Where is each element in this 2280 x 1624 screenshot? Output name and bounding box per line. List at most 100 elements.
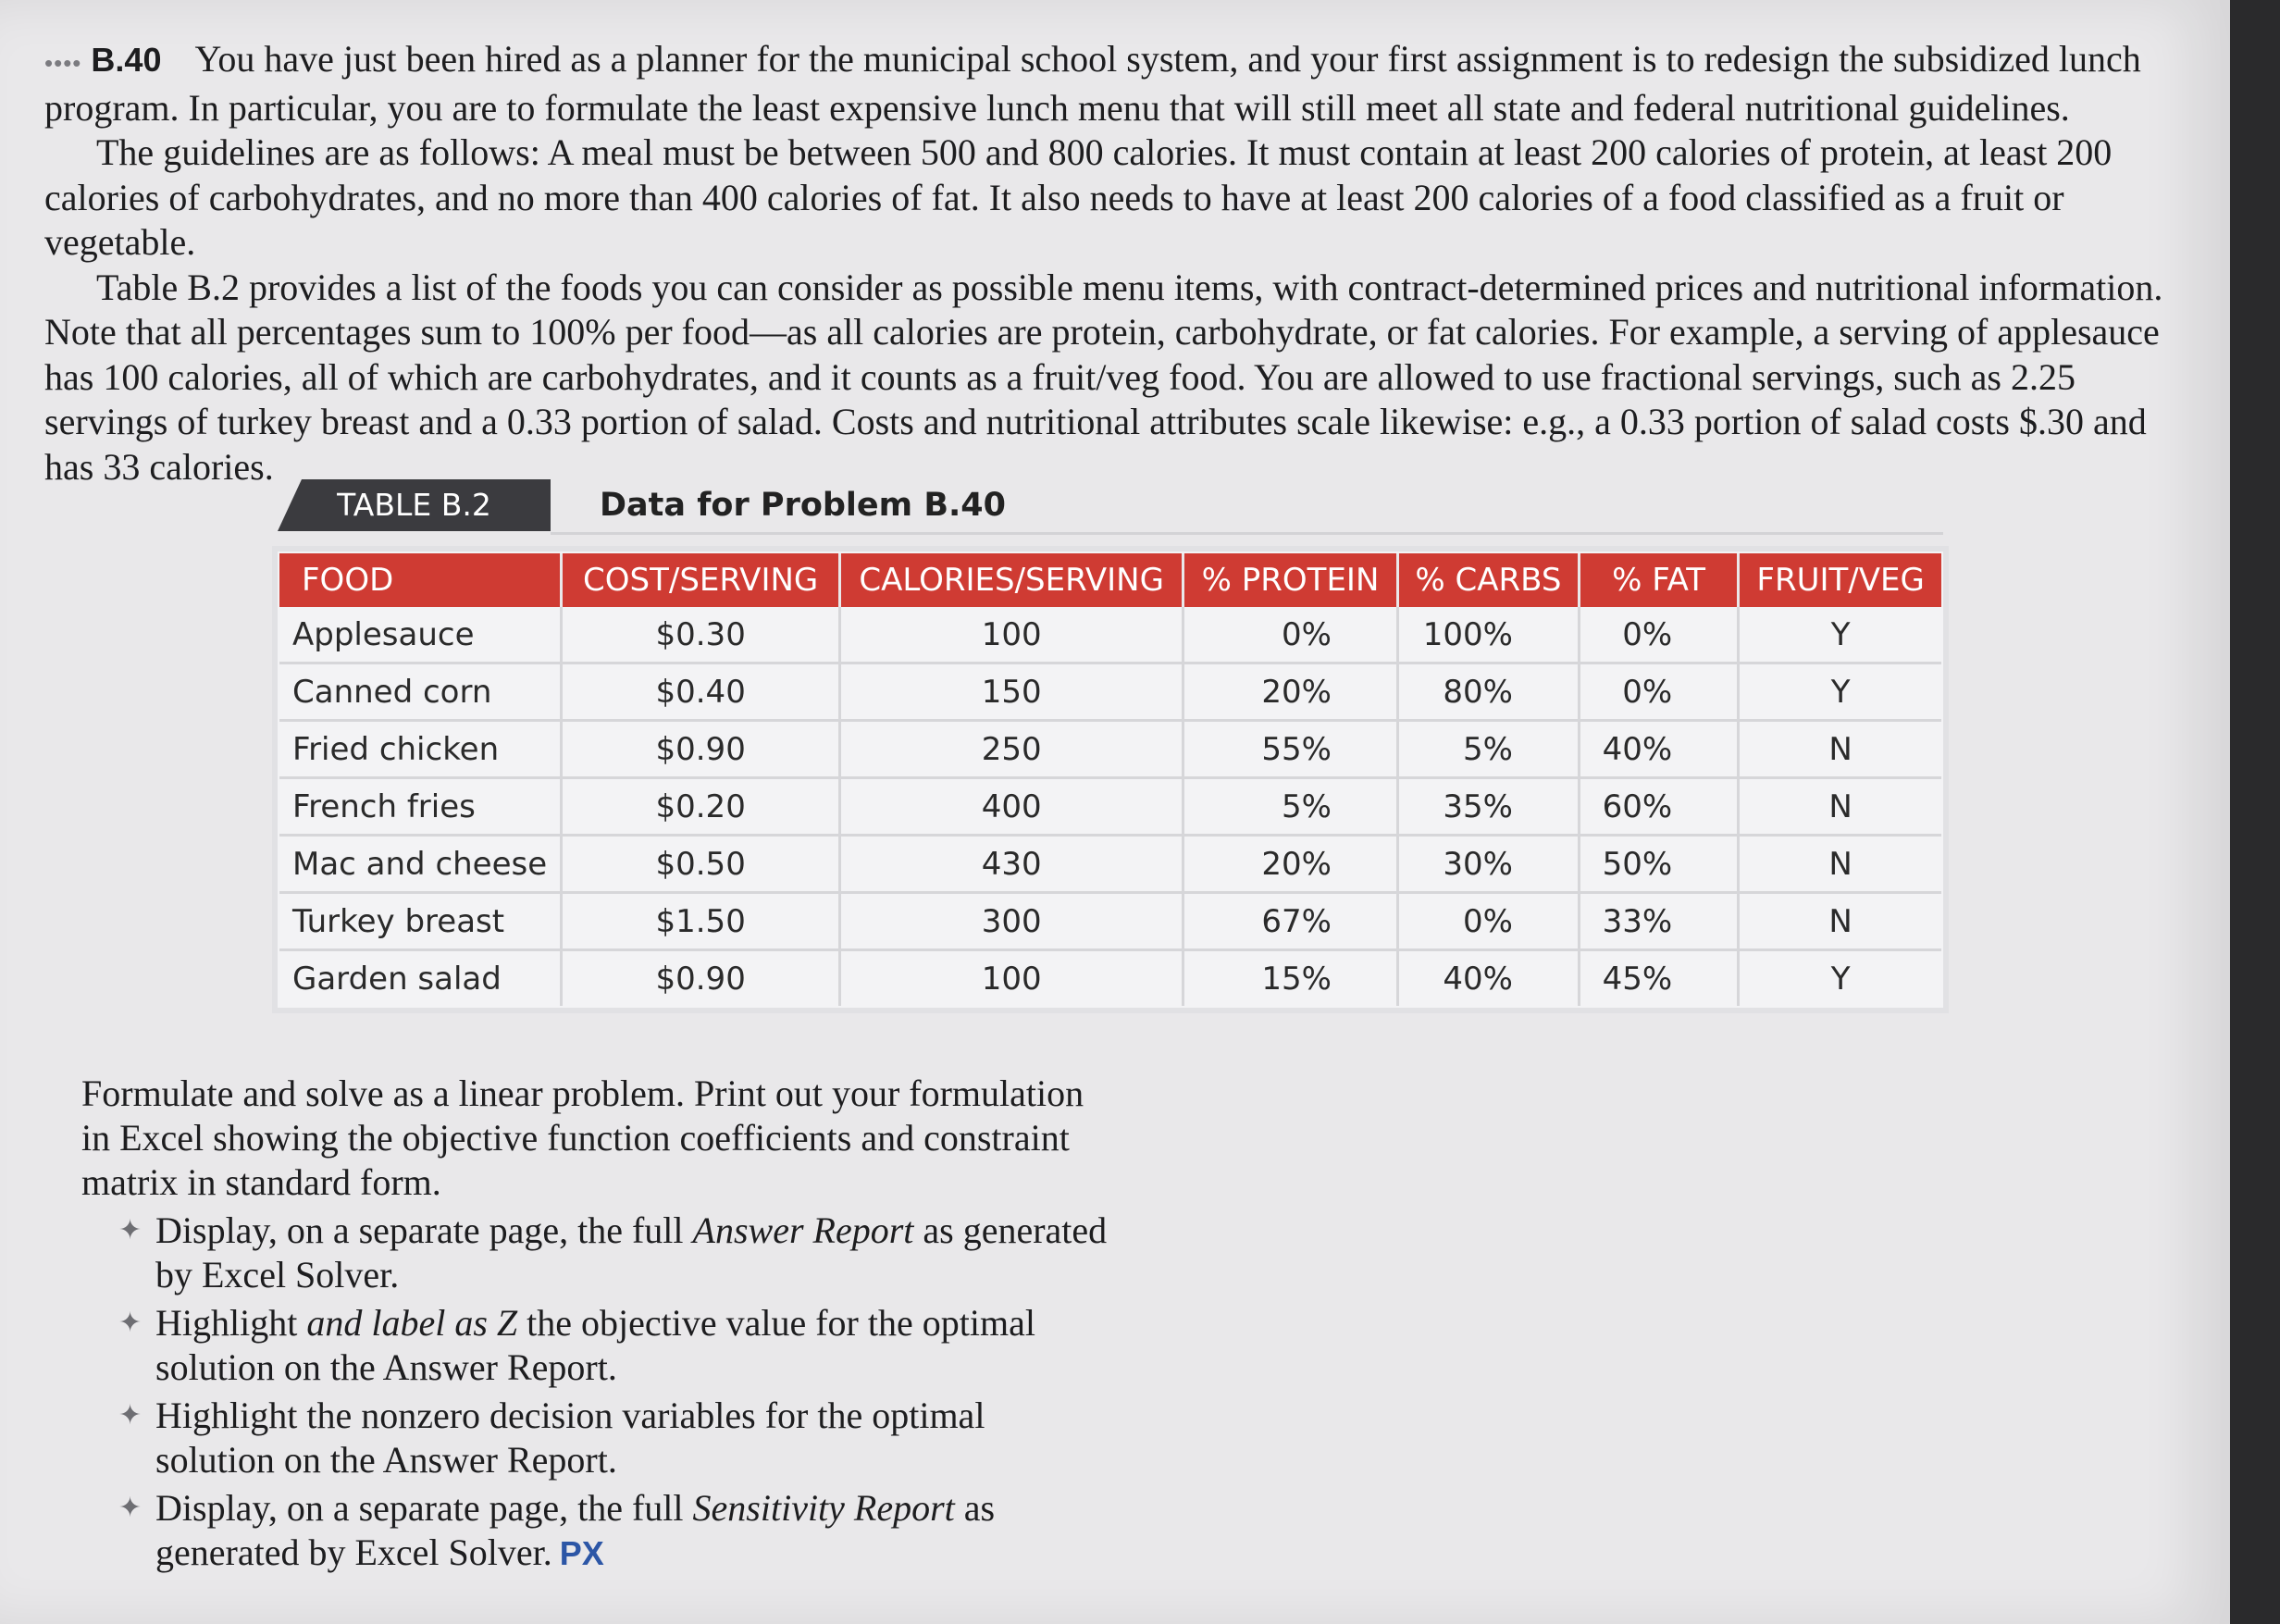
- cell-fat: 40%: [1579, 720, 1741, 779]
- cell-calories: 250: [839, 720, 1185, 779]
- problem-statement: •••• B.40 You have just been hired as a pl…: [44, 37, 2163, 490]
- bullet-text: as generated by Excel Solver.: [155, 1487, 996, 1573]
- table-row: French fries $0.20 400 5% 35% 60% N: [279, 777, 1941, 837]
- px-icon: PX: [559, 1534, 604, 1572]
- bullet-emphasis: Answer Report: [692, 1209, 914, 1251]
- problem-paragraph-1: •••• B.40 You have just been hired as a pl…: [44, 37, 2163, 130]
- cell-fruit-veg: Y: [1738, 607, 1941, 664]
- bullet-text: Display, on a separate page, the full: [155, 1209, 693, 1251]
- cell-carbs: 0%: [1397, 892, 1580, 951]
- cell-cost: $0.20: [561, 777, 842, 837]
- table-row: Canned corn $0.40 150 20% 80% 0% Y: [279, 663, 1941, 722]
- header-fat: % FAT: [1579, 553, 1741, 607]
- caption-divider: [551, 532, 1943, 535]
- header-food: FOOD: [279, 553, 564, 607]
- table-frame: FOOD COST/SERVING CALORIES/SERVING % PRO…: [278, 552, 1943, 1008]
- bullet-icon: ✦: [118, 1215, 142, 1246]
- bullet-text: Highlight the nonzero decision variables…: [155, 1395, 985, 1481]
- cell-food: French fries: [279, 777, 564, 837]
- table-caption: TABLE B.2 Data for Problem B.40: [278, 474, 1943, 535]
- cell-cost: $0.40: [561, 663, 842, 722]
- cell-fruit-veg: N: [1738, 892, 1941, 951]
- cell-cost: $0.30: [561, 607, 842, 664]
- cell-carbs: 100%: [1397, 607, 1580, 664]
- table-row: Garden salad $0.90 100 15% 40% 45% Y: [279, 949, 1941, 1006]
- cell-carbs: 5%: [1397, 720, 1580, 779]
- bullet-text: as generated by Excel Solver.: [155, 1209, 1108, 1295]
- bullet-icon: ✦: [118, 1493, 142, 1523]
- cell-fat: 0%: [1579, 607, 1741, 664]
- problem-paragraph-3: Table B.2 provides a list of the foods y…: [44, 266, 2163, 488]
- header-protein: % PROTEIN: [1183, 553, 1399, 607]
- cell-calories: 400: [839, 777, 1185, 837]
- table-row: Turkey breast $1.50 300 67% 0% 33% N: [279, 892, 1941, 951]
- bullet-emphasis: Sensitivity Report: [692, 1487, 955, 1529]
- cell-cost: $0.90: [561, 949, 842, 1006]
- cell-protein: 0%: [1183, 607, 1399, 664]
- cell-food: Turkey breast: [279, 892, 564, 951]
- cell-carbs: 40%: [1397, 949, 1580, 1006]
- list-item: ✦ Display, on a separate page, the full S…: [81, 1486, 1109, 1576]
- cell-food: Mac and cheese: [279, 835, 564, 894]
- instructions: Formulate and solve as a linear problem.…: [81, 1072, 1109, 1580]
- bullet-text: Highlight: [155, 1302, 307, 1344]
- table-header-row: FOOD COST/SERVING CALORIES/SERVING % PRO…: [279, 553, 1941, 607]
- header-carbs: % CARBS: [1397, 553, 1580, 607]
- bullet-text: Display, on a separate page, the full: [155, 1487, 693, 1529]
- header-calories: CALORIES/SERVING: [839, 553, 1185, 607]
- bullet-text: the objective value for the optimal solu…: [155, 1302, 1035, 1388]
- table-row: Mac and cheese $0.50 430 20% 30% 50% N: [279, 835, 1941, 894]
- cell-carbs: 30%: [1397, 835, 1580, 894]
- table-tag: TABLE B.2: [278, 479, 551, 531]
- list-item: ✦ Display, on a separate page, the full A…: [81, 1209, 1109, 1297]
- table-row: Fried chicken $0.90 250 55% 5% 40% N: [279, 720, 1941, 779]
- cell-fat: 0%: [1579, 663, 1741, 722]
- textbook-page: •••• B.40 You have just been hired as a pl…: [0, 0, 2230, 1624]
- bullet-icon: ✦: [118, 1308, 142, 1338]
- cell-protein: 67%: [1183, 892, 1399, 951]
- cell-fruit-veg: N: [1738, 777, 1941, 837]
- cell-fat: 45%: [1579, 949, 1741, 1006]
- cell-calories: 430: [839, 835, 1185, 894]
- cell-carbs: 80%: [1397, 663, 1580, 722]
- cell-cost: $0.50: [561, 835, 842, 894]
- cell-fat: 60%: [1579, 777, 1741, 837]
- cell-fruit-veg: N: [1738, 835, 1941, 894]
- cell-calories: 100: [839, 949, 1185, 1006]
- cell-food: Garden salad: [279, 949, 564, 1006]
- cell-calories: 300: [839, 892, 1185, 951]
- list-item: ✦ Highlight and label as Z the objective …: [81, 1301, 1109, 1390]
- cell-food: Fried chicken: [279, 720, 564, 779]
- cell-food: Applesauce: [279, 607, 564, 664]
- cell-fat: 50%: [1579, 835, 1741, 894]
- data-table-block: TABLE B.2 Data for Problem B.40 FOOD COS…: [278, 474, 1943, 1008]
- cell-fruit-veg: N: [1738, 720, 1941, 779]
- cell-protein: 20%: [1183, 835, 1399, 894]
- problem-paragraph-2: The guidelines are as follows: A meal mu…: [44, 131, 2113, 263]
- bullet-icon: ✦: [118, 1400, 142, 1431]
- cell-cost: $1.50: [561, 892, 842, 951]
- problem-text-1: You have just been hired as a planner fo…: [44, 38, 2141, 129]
- cell-fruit-veg: Y: [1738, 663, 1941, 722]
- cell-protein: 20%: [1183, 663, 1399, 722]
- food-data-table: FOOD COST/SERVING CALORIES/SERVING % PRO…: [279, 553, 1941, 1006]
- problem-number: B.40: [91, 41, 162, 79]
- cell-protein: 5%: [1183, 777, 1399, 837]
- table-title: Data for Problem B.40: [600, 487, 1007, 524]
- cell-food: Canned corn: [279, 663, 564, 722]
- cell-protein: 15%: [1183, 949, 1399, 1006]
- instructions-intro: Formulate and solve as a linear problem.…: [81, 1072, 1084, 1203]
- cell-calories: 150: [839, 663, 1185, 722]
- header-fruit-veg: FRUIT/VEG: [1738, 553, 1941, 607]
- cell-carbs: 35%: [1397, 777, 1580, 837]
- cell-fruit-veg: Y: [1830, 960, 1851, 998]
- cell-cost: $0.90: [561, 720, 842, 779]
- instructions-list: ✦ Display, on a separate page, the full A…: [81, 1209, 1109, 1576]
- bullet-emphasis: and label as Z: [306, 1302, 518, 1344]
- list-item: ✦ Highlight the nonzero decision variable…: [81, 1394, 1109, 1482]
- header-cost: COST/SERVING: [561, 553, 842, 607]
- cell-fat: 33%: [1579, 892, 1741, 951]
- cell-protein: 55%: [1183, 720, 1399, 779]
- cell-calories: 100: [839, 607, 1185, 664]
- difficulty-stars: ••••: [44, 49, 82, 77]
